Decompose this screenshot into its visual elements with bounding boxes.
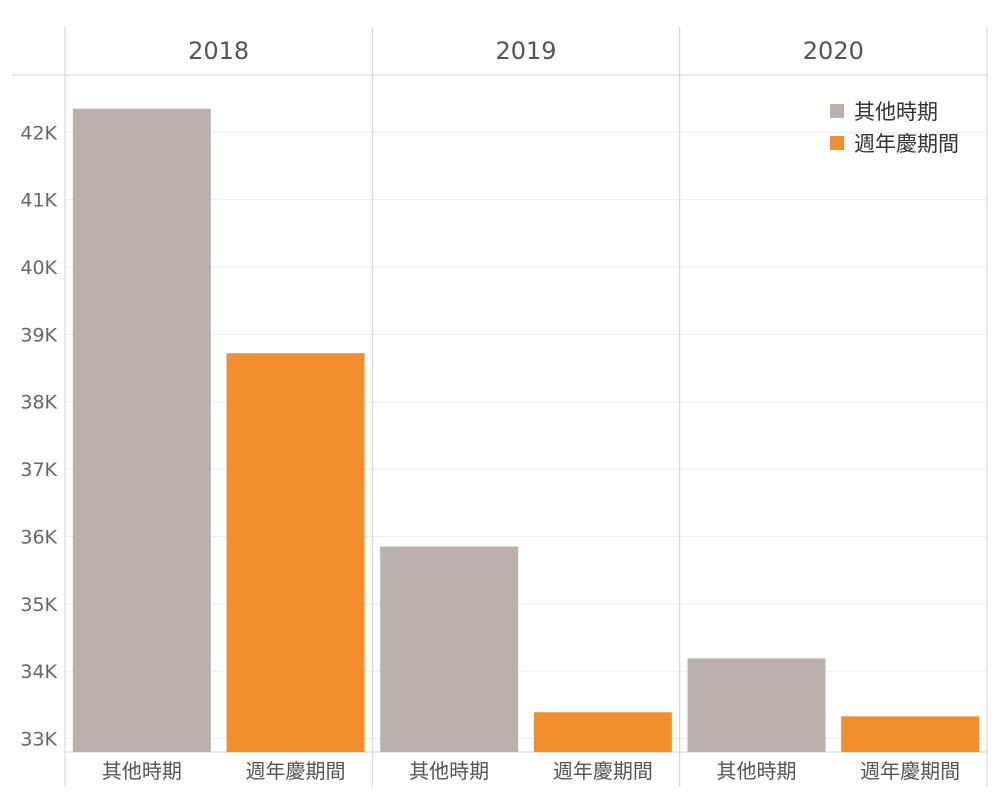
y-tick-label: 40K <box>20 257 57 279</box>
panel-title: 2020 <box>803 37 864 65</box>
bar-2020-1 <box>841 716 980 752</box>
y-tick-label: 33K <box>20 729 57 751</box>
x-tick-label: 週年慶期間 <box>246 759 346 783</box>
legend-swatch <box>830 136 844 150</box>
bar-2020-0 <box>687 658 826 752</box>
y-axis: 33K 34K 35K 36K 37K 38K 39K 40K 41K 42K <box>20 122 57 750</box>
y-tick-label: 36K <box>20 526 57 548</box>
y-tick-label: 41K <box>20 190 57 212</box>
bars <box>72 108 980 753</box>
panel-title: 2018 <box>188 37 249 65</box>
y-tick-label: 34K <box>20 661 57 683</box>
panel-dividers <box>12 27 988 787</box>
bar-2018-0 <box>72 108 211 753</box>
bar-2018-1 <box>226 353 365 752</box>
legend-swatch <box>830 104 844 118</box>
x-tick-label: 其他時期 <box>102 759 182 783</box>
x-tick-label: 其他時期 <box>717 759 797 783</box>
panel-headers: 2018 2019 2020 <box>188 37 864 65</box>
x-tick-label: 週年慶期間 <box>860 759 960 783</box>
x-tick-label: 週年慶期間 <box>553 759 653 783</box>
legend-label: 其他時期 <box>854 100 938 124</box>
y-tick-label: 42K <box>20 122 57 144</box>
legend-label: 週年慶期間 <box>854 132 959 156</box>
panel-title: 2019 <box>495 37 556 65</box>
bar-2019-0 <box>380 546 519 752</box>
y-tick-label: 38K <box>20 392 57 414</box>
bar-2019-1 <box>533 712 672 752</box>
gridlines <box>65 131 987 740</box>
y-tick-label: 37K <box>20 459 57 481</box>
y-tick-label: 35K <box>20 594 57 616</box>
x-tick-label: 其他時期 <box>409 759 489 783</box>
y-tick-label: 39K <box>20 324 57 346</box>
x-axis: 其他時期 週年慶期間 其他時期 週年慶期間 其他時期 週年慶期間 <box>102 759 960 783</box>
